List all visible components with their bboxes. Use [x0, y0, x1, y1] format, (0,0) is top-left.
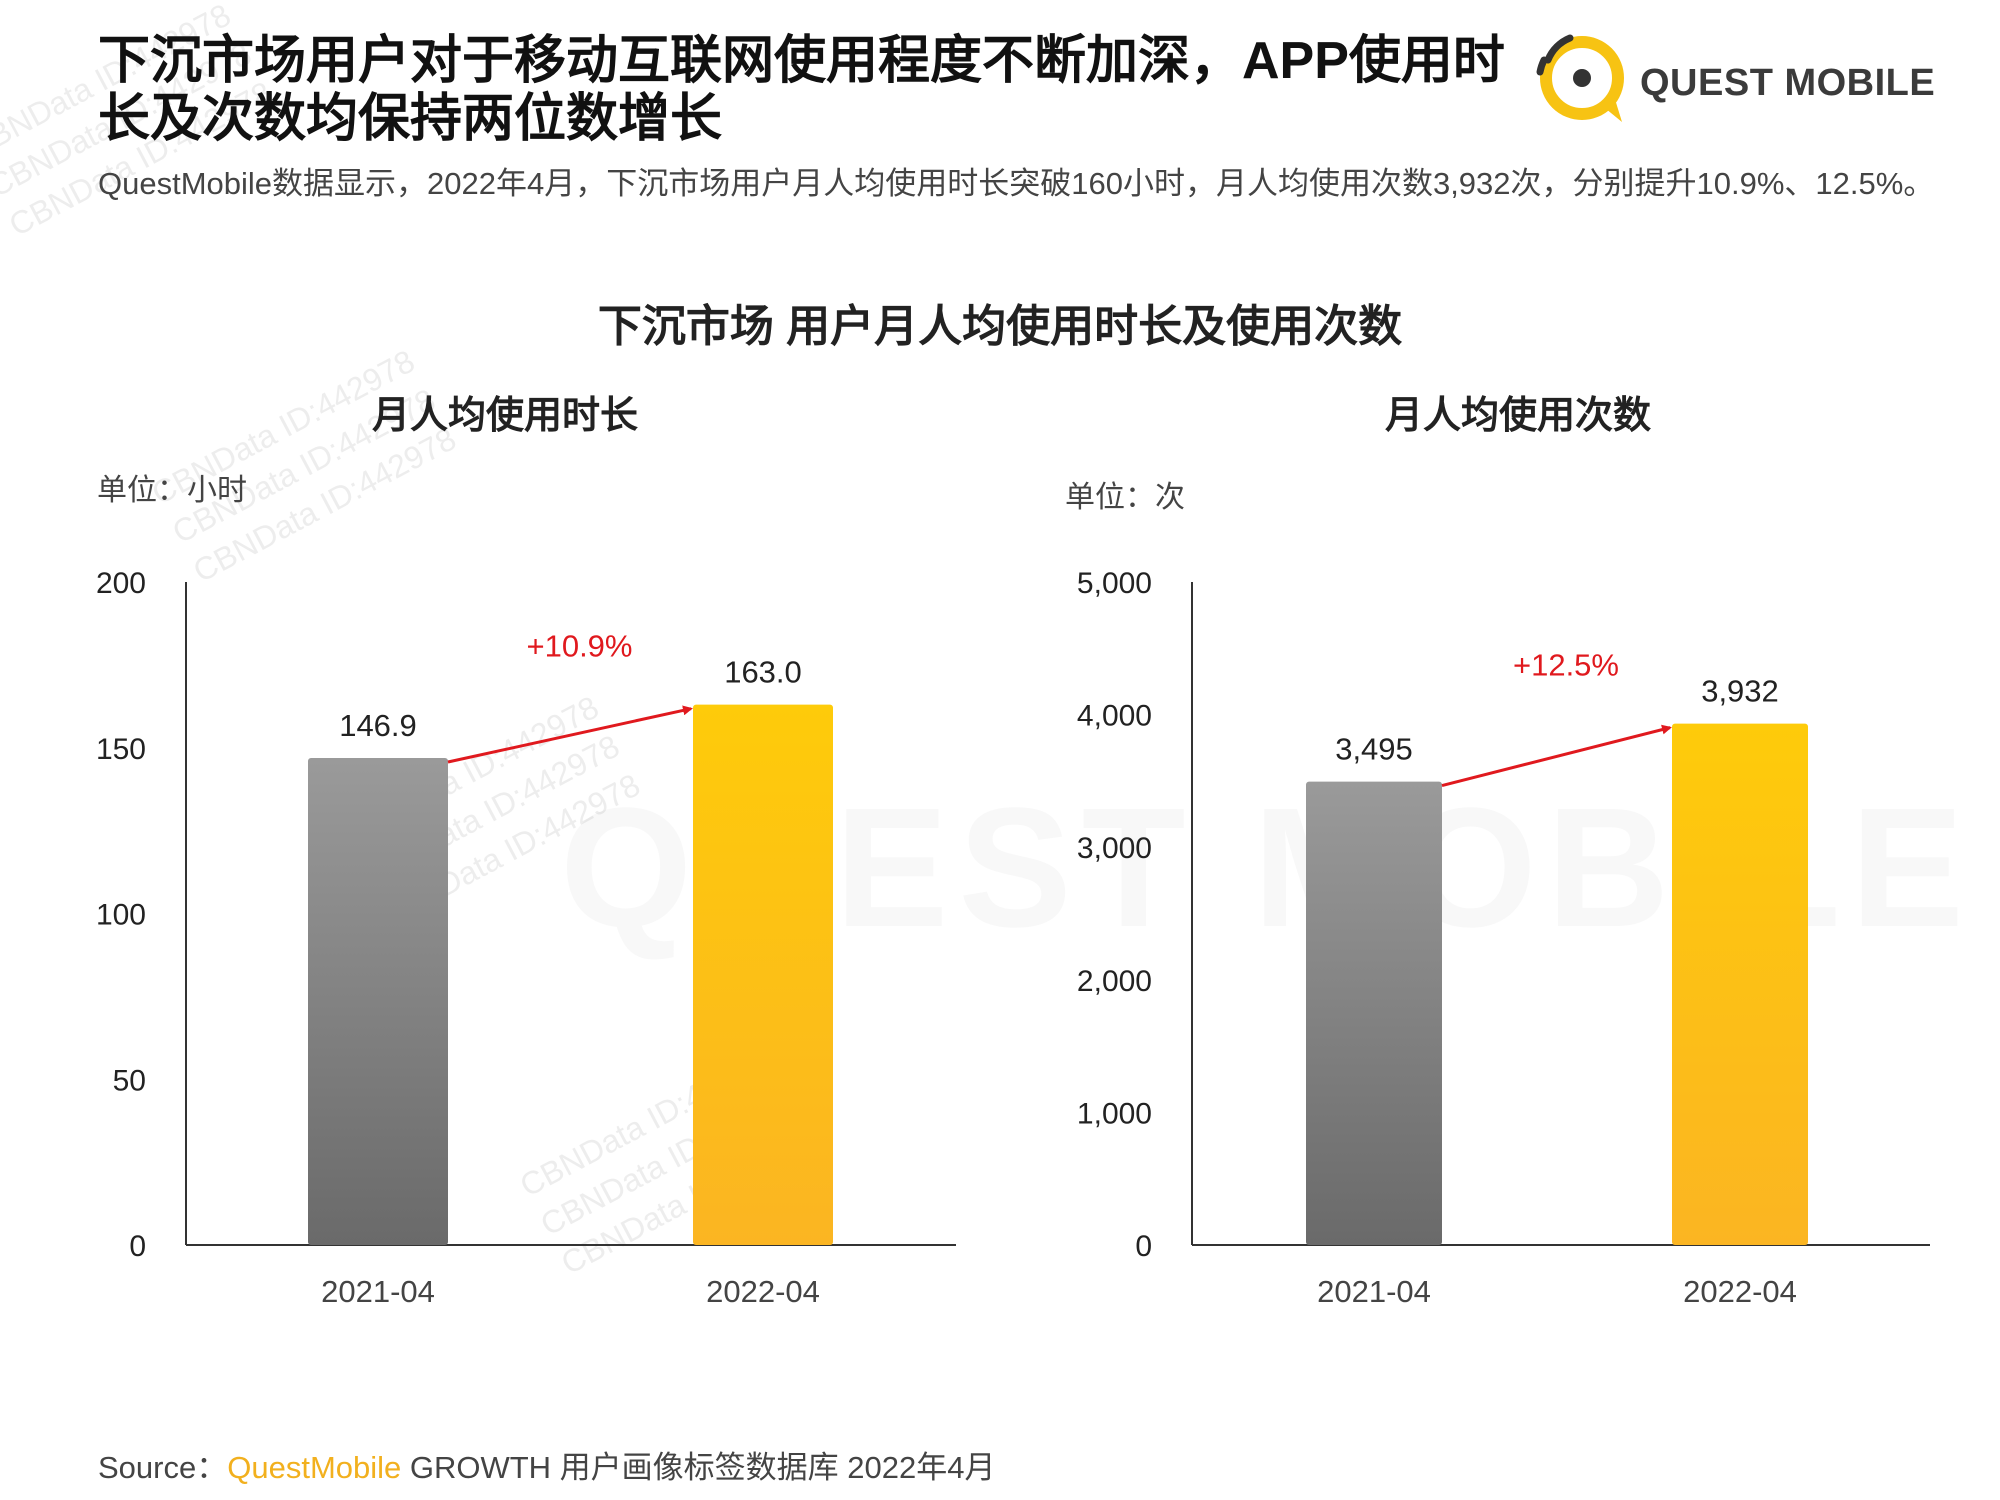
bars	[1306, 723, 1808, 1245]
main-chart-title: 下沉市场 用户月人均使用时长及使用次数	[597, 302, 1403, 351]
y-tick-label: 2,000	[1077, 965, 1152, 998]
growth-label: +12.5%	[1513, 648, 1619, 683]
value-labels: 3,495 3,932	[1335, 674, 1779, 767]
bar-value-label: 3,495	[1335, 732, 1413, 767]
subtitle: QuestMobile数据显示，2022年4月，下沉市场用户月人均使用时长突破1…	[98, 166, 1935, 201]
bar-2021-04	[308, 758, 448, 1245]
x-tick-label: 2022-04	[1683, 1274, 1797, 1309]
source-brand: QuestMobile	[227, 1450, 402, 1485]
logo-icon	[1536, 34, 1624, 122]
bar-2021-04	[1306, 781, 1442, 1245]
y-tick-label: 0	[129, 1230, 146, 1263]
x-tick-label: 2021-04	[1317, 1274, 1431, 1309]
growth-arrow	[1441, 724, 1672, 788]
unit-label: 单位：小时	[97, 474, 247, 507]
chart-usage-hours: 月人均使用时长 单位：小时 0 50 100 150 200 2021-04 2022-0…	[96, 395, 956, 1309]
y-axis-ticks: 0 50 100 150 200	[96, 567, 146, 1263]
bar-value-label: 3,932	[1701, 674, 1779, 709]
chart-usage-count: 月人均使用次数 单位：次 01,0002,0003,0004,0005,000 …	[1065, 395, 1930, 1309]
growth-label: +10.9%	[526, 629, 632, 664]
bar-2022-04	[693, 704, 833, 1245]
y-tick-label: 1,000	[1077, 1097, 1152, 1130]
y-tick-label: 0	[1135, 1230, 1152, 1263]
x-axis-labels: 2021-04 2022-04	[1317, 1274, 1797, 1309]
page-title: 下沉市场用户对于移动互联网使用程度不断加深，APP使用时长及次数均保持两位数增长	[98, 32, 1505, 148]
y-tick-label: 3,000	[1077, 832, 1152, 865]
x-tick-label: 2021-04	[321, 1274, 435, 1309]
x-axis-labels: 2021-04 2022-04	[321, 1274, 820, 1309]
brand-name: QUEST MOBILE	[1640, 62, 1936, 104]
y-tick-label: 200	[96, 567, 146, 600]
bars	[308, 704, 833, 1245]
value-labels: 146.9 163.0	[339, 655, 802, 743]
bar-value-label: 163.0	[724, 655, 802, 690]
y-tick-label: 4,000	[1077, 700, 1152, 733]
unit-label: 单位：次	[1065, 481, 1185, 514]
x-tick-label: 2022-04	[706, 1274, 820, 1309]
bar-value-label: 146.9	[339, 708, 417, 743]
y-tick-label: 100	[96, 899, 146, 932]
source-line: Source：QuestMobile GROWTH 用户画像标签数据库 2022…	[98, 1442, 996, 1487]
source-prefix: Source：	[98, 1450, 228, 1485]
y-axis-ticks: 0 1,000 2,000 3,000 4,000 5,000	[1077, 567, 1152, 1263]
growth-arrow	[447, 705, 693, 764]
bar-2022-04	[1672, 723, 1808, 1245]
chart-title: 月人均使用时长	[372, 395, 638, 437]
y-tick-label: 5,000	[1077, 567, 1152, 600]
source-rest: GROWTH 用户画像标签数据库 2022年4月	[401, 1450, 996, 1485]
y-tick-label: 150	[96, 733, 146, 766]
y-tick-label: 50	[113, 1064, 146, 1097]
chart-title: 月人均使用次数	[1385, 395, 1651, 437]
brand-logo: QUEST MOBILE	[1530, 26, 1950, 126]
